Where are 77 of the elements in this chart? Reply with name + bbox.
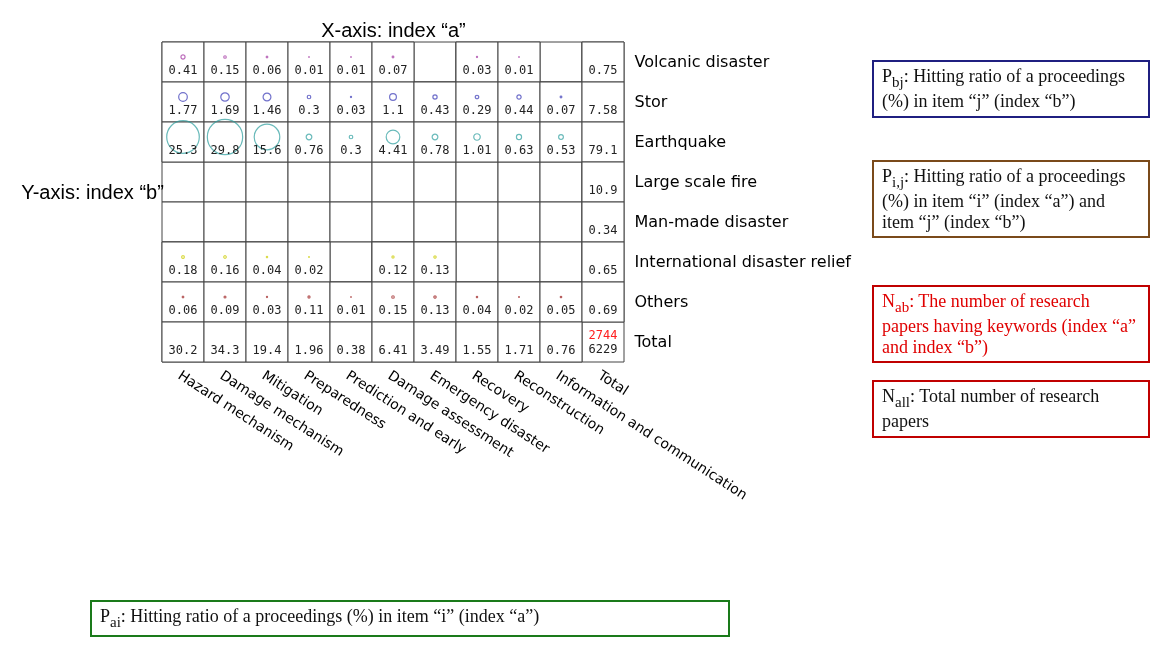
data-label: 0.76 (546, 343, 576, 357)
text: N$_{all}$: Total number of research papers (872, 380, 1150, 438)
data-label: 0.3 (340, 143, 362, 157)
y-tick-label: Total (633, 332, 672, 351)
data-label: 0.06 (252, 63, 282, 77)
text: N$_{ab}$: The number of research papers having keywords (index “a” and index “b”) (872, 285, 1150, 364)
data-label: 0.34 (588, 223, 618, 237)
data-label: 0.01 (294, 63, 324, 77)
y-tick-label: Earthquake (634, 132, 727, 151)
data-label: 0.11 (294, 303, 324, 317)
y-tick-label: Volcanic disaster (634, 52, 770, 71)
data-label: 1.46 (252, 103, 282, 117)
data-label: 0.76 (294, 143, 324, 157)
data-label: 6.41 (378, 343, 408, 357)
data-label: 29.8 (210, 143, 240, 157)
data-label: 0.53 (546, 143, 576, 157)
y-tick-label: Others (634, 292, 689, 311)
data-label: 0.07 (546, 103, 576, 117)
annotation: 2744 (588, 328, 618, 342)
data-label: 0.05 (546, 303, 576, 317)
data-label: 0.15 (378, 303, 408, 317)
data-label: 0.65 (588, 263, 618, 277)
data-label: 4.41 (378, 143, 408, 157)
data-label: 0.09 (210, 303, 240, 317)
data-label: 0.01 (336, 63, 366, 77)
data-label: 1.01 (462, 143, 492, 157)
x-axis-title: X-axis: index “a” (321, 18, 466, 41)
data-label: 0.3 (298, 103, 320, 117)
data-label: 0.29 (462, 103, 492, 117)
data-label: 0.12 (378, 263, 408, 277)
data-label: 0.18 (168, 263, 198, 277)
data-label: 0.03 (462, 63, 492, 77)
data-label: 0.01 (336, 303, 366, 317)
data-label: 0.04 (462, 303, 492, 317)
data-label: 0.41 (168, 63, 198, 77)
data-label: 1.71 (504, 343, 534, 357)
data-label: 0.13 (420, 303, 450, 317)
data-label: 1.96 (294, 343, 324, 357)
data-label: 0.75 (588, 63, 618, 77)
data-label: 0.13 (420, 263, 450, 277)
y-axis-title: Y-axis: index “b” (21, 180, 164, 203)
data-label: 3.49 (420, 343, 450, 357)
y-tick-label: Stor (634, 92, 668, 111)
data-label: 0.38 (336, 343, 366, 357)
data-label: 15.6 (252, 143, 282, 157)
data-label: 1.69 (210, 103, 240, 117)
y-tick-label: Large scale fire (634, 172, 758, 191)
data-label: 1.55 (462, 343, 492, 357)
annotation: 6229 (588, 342, 618, 356)
data-label: 0.06 (168, 303, 198, 317)
data-label: 30.2 (168, 343, 198, 357)
data-label: 7.58 (588, 103, 618, 117)
data-label: 0.43 (420, 103, 450, 117)
text: P$_{i,j}$: Hitting ratio of a proceedings (%) in item “i” (index “a”) and item “j” (index “b”) (872, 160, 1150, 239)
data-label: 79.1 (588, 143, 618, 157)
data-label: 0.15 (210, 63, 240, 77)
data-label: 0.03 (336, 103, 366, 117)
y-tick-label: International disaster relief (634, 252, 852, 271)
data-label: 1.1 (382, 103, 404, 117)
data-label: 0.02 (294, 263, 324, 277)
y-tick-label: Man-made disaster (634, 212, 789, 231)
data-label: 34.3 (210, 343, 240, 357)
text: P$_{bj}$: Hitting ratio of a proceedings (%) in item “j” (index “b”) (872, 60, 1150, 118)
data-label: 0.44 (504, 103, 534, 117)
data-label: 0.63 (504, 143, 534, 157)
data-label: 0.02 (504, 303, 534, 317)
text: P$_{ai}$: Hitting ratio of a proceedings (%) in item “i” (index “a”) (90, 600, 730, 637)
data-label: 10.9 (588, 183, 618, 197)
data-label: 0.69 (588, 303, 618, 317)
data-label: 0.03 (252, 303, 282, 317)
data-label: 0.04 (252, 263, 282, 277)
data-label: 0.01 (504, 63, 534, 77)
data-label: 0.16 (210, 263, 240, 277)
data-label: 0.78 (420, 143, 450, 157)
data-label: 19.4 (252, 343, 282, 357)
data-label: 0.07 (378, 63, 408, 77)
data-label: 1.77 (168, 103, 198, 117)
